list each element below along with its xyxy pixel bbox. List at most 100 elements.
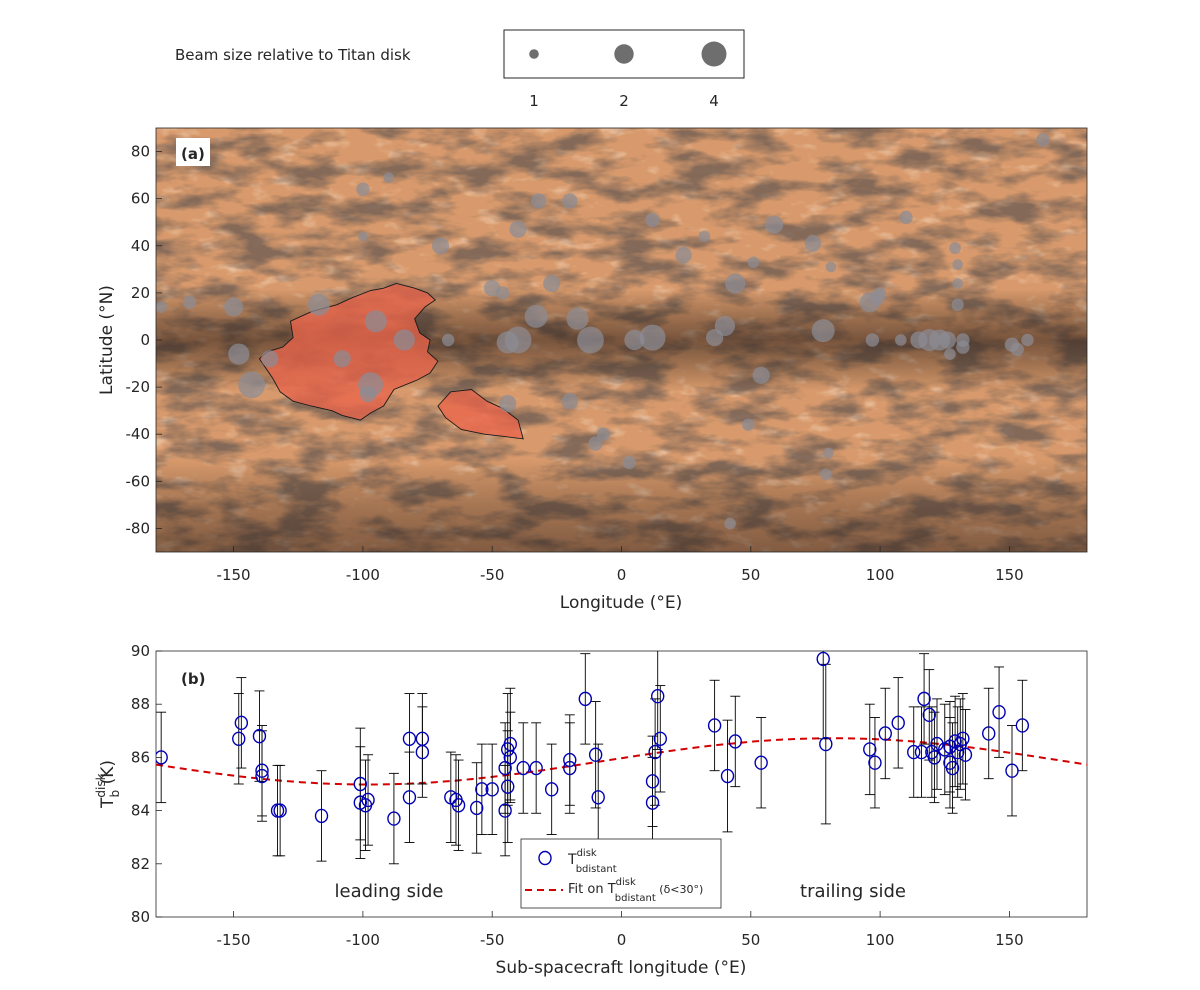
tb-point-44	[707, 718, 722, 733]
beam-footprint-33	[622, 455, 636, 470]
tb-point-64	[945, 760, 960, 776]
beam-footprint-65	[951, 298, 964, 311]
legend-entry-fit-prefix: Fit on T	[568, 882, 616, 897]
beam-footprint-3	[224, 297, 244, 317]
legend-entry-tb-sup: disk	[577, 848, 597, 859]
beam-footprint-32	[596, 427, 611, 441]
highlighted-region-2	[437, 389, 524, 440]
plot-b-x-axis-label: Sub-spacecraft longitude (°E)	[496, 958, 747, 978]
beam-footprint-62	[949, 242, 961, 254]
map-y-tick-label: 20	[131, 284, 150, 302]
tb-point-40	[645, 774, 660, 789]
beam-footprint-15	[358, 231, 368, 242]
tb-point-70	[982, 726, 996, 741]
beam-footprint-61	[938, 331, 957, 349]
fit-curve	[156, 737, 1087, 786]
tb-point-49	[819, 736, 833, 752]
beam-footprint-51	[820, 468, 832, 481]
beam-footprint-30	[577, 326, 604, 354]
tb-point-68	[956, 731, 970, 746]
beam-footprint-46	[724, 517, 736, 530]
beam-footprint-1	[156, 301, 167, 313]
plot-b-x-tick-label: 50	[741, 931, 760, 949]
tb-point-22	[469, 800, 484, 816]
tb-point-32	[529, 760, 543, 776]
tb-point-46	[728, 734, 742, 749]
beam-footprint-42	[747, 256, 760, 269]
tb-point-3	[234, 715, 249, 731]
tb-point-37	[588, 747, 603, 762]
tb-point-1	[156, 750, 168, 765]
beam-footprint-56	[895, 334, 907, 346]
tb-point-26	[498, 803, 512, 818]
plot-b-y-tick-label: 86	[131, 748, 150, 766]
beam-footprint-50	[823, 447, 834, 459]
tb-point-30	[503, 750, 517, 765]
legend-entry-tb-prefix: T	[567, 852, 577, 868]
beam-footprint-31	[588, 436, 603, 451]
titan-map-background	[156, 128, 1087, 552]
plot-b-x-ticks: -150 -100 -50 0 50 100 150	[217, 911, 1024, 949]
tb-point-55	[914, 744, 929, 760]
beam-footprint-43	[752, 366, 770, 384]
tb-point-60	[930, 736, 944, 752]
beam-footprint-22	[504, 326, 532, 354]
tb-point-6	[255, 768, 269, 784]
map-y-axis-label: Latitude (°N)	[97, 285, 117, 395]
beam-footprint-36	[645, 212, 660, 228]
map-x-axis-label: Longitude (°E)	[560, 593, 682, 613]
beam-footprint-8	[333, 350, 351, 368]
beam-footprint-72	[1036, 133, 1050, 147]
map-x-tick-label: -100	[346, 566, 380, 584]
tb-point-50	[863, 742, 877, 757]
highlighted-region-1	[258, 283, 439, 421]
beam-footprint-70	[1010, 342, 1024, 357]
map-y-tick-label: 60	[131, 190, 150, 208]
tb-point-48	[816, 651, 830, 667]
tb-point-51	[868, 755, 882, 770]
beam-footprint-19	[495, 286, 510, 300]
beam-size-marker-4	[701, 41, 727, 67]
tb-point-62	[943, 739, 957, 754]
beam-footprint-12	[393, 329, 415, 351]
annotation-leading-side: leading side	[335, 881, 444, 902]
plot-b-x-tick-label: -150	[217, 931, 251, 949]
tb-point-4	[252, 728, 267, 744]
beam-footprint-48	[811, 319, 835, 343]
plot-b-x-tick-label: 150	[995, 931, 1024, 949]
tb-point-13	[361, 792, 375, 808]
beam-footprint-41	[725, 273, 746, 294]
plot-b-y-axis-label: Tdiskb (K)	[94, 760, 122, 809]
beam-footprint-40	[714, 315, 736, 336]
tb-point-15	[402, 731, 417, 746]
tb-point-73	[1015, 718, 1030, 733]
highlighted-regions	[258, 283, 524, 440]
tb-point-34	[563, 752, 577, 768]
plot-b-y-tick-label: 80	[131, 908, 150, 926]
plot-b-legend: Tdisk bdistant Fit on Tdisk bdistant (δ<30…	[520, 838, 722, 909]
beam-footprint-27	[562, 193, 578, 209]
legend-entry-tb: Tdisk bdistant	[567, 848, 617, 875]
beam-footprint-68	[956, 333, 970, 347]
legend-entry-fit-sup: disk	[616, 877, 636, 888]
tb-point-39	[645, 795, 660, 810]
tb-point-8	[273, 803, 287, 818]
beam-footprint-35	[639, 324, 666, 351]
tb-point-18	[415, 744, 430, 760]
map-x-tick-label: -150	[217, 566, 251, 584]
y-label-main: T	[98, 797, 118, 809]
tb-point-2	[232, 731, 246, 746]
map-y-ticks: 80 60 40 20 0 -20 -40 -60 -80	[126, 143, 162, 537]
map-x-tick-label: 0	[617, 566, 627, 584]
map-x-tick-label: -50	[480, 566, 505, 584]
beam-footprint-10	[359, 386, 377, 403]
tb-point-36	[578, 691, 592, 707]
tb-point-38	[591, 790, 605, 805]
plot-b-y-tick-label: 84	[131, 802, 150, 820]
beam-footprint-7	[307, 293, 330, 316]
beam-footprint-71	[1021, 333, 1034, 347]
beam-footprint-16	[431, 237, 450, 255]
map-y-tick-label: -60	[126, 472, 151, 490]
beam-footprint-28	[561, 393, 578, 410]
beam-size-legend: Beam size relative to Titan disk 1 2 4	[175, 29, 745, 110]
